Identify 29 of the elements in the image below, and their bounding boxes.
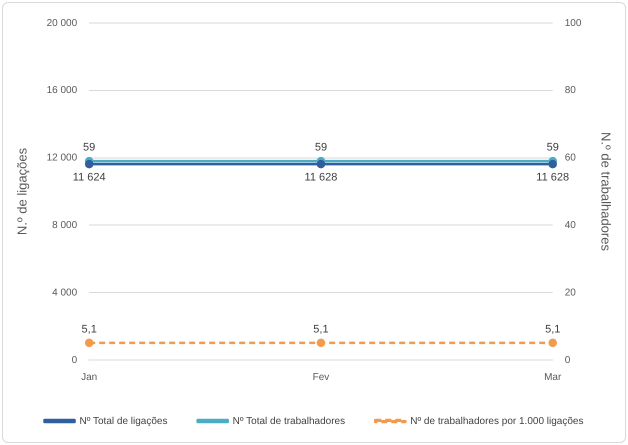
y-tick-label: 0: [72, 354, 78, 366]
data-label: 11 628: [536, 172, 570, 184]
x-tick-label: Jan: [81, 372, 98, 383]
y2-tick-label: 80: [564, 85, 576, 96]
data-label: 59: [314, 142, 328, 154]
data-label: 59: [83, 142, 96, 154]
y-tick-label: 16 000: [46, 85, 78, 96]
x-tick-label: Mar: [544, 372, 562, 383]
y2-tick-label: 20: [564, 287, 576, 298]
legend-label: Nº de trabalhadores por 1.000 ligações: [410, 416, 584, 427]
y2-tick-label: 100: [564, 18, 582, 29]
y2-tick-label: 60: [564, 152, 576, 164]
y-tick-label: 8 000: [52, 220, 78, 231]
y2-tick-label: 0: [564, 354, 571, 366]
y2-tick-label: 40: [564, 220, 576, 231]
y2-axis-title: N.º de trabalhadores: [598, 132, 614, 252]
y-tick-label: 20 000: [46, 18, 78, 29]
data-label: 5,1: [82, 323, 97, 336]
x-tick-label: Fev: [312, 372, 330, 383]
y-axis-title: N.º de ligações: [14, 147, 30, 236]
legend-label: Nº Total de ligações: [80, 416, 168, 427]
y-tick-label: 12 000: [46, 152, 78, 164]
data-label: 5,1: [313, 323, 329, 336]
data-label: 11 628: [304, 172, 338, 184]
data-label: 5,1: [545, 323, 560, 336]
legend-label: Nº Total de trabalhadores: [232, 416, 346, 427]
data-label: 11 624: [72, 172, 106, 184]
y-tick-label: 4 000: [52, 287, 78, 298]
data-label: 59: [546, 142, 559, 154]
